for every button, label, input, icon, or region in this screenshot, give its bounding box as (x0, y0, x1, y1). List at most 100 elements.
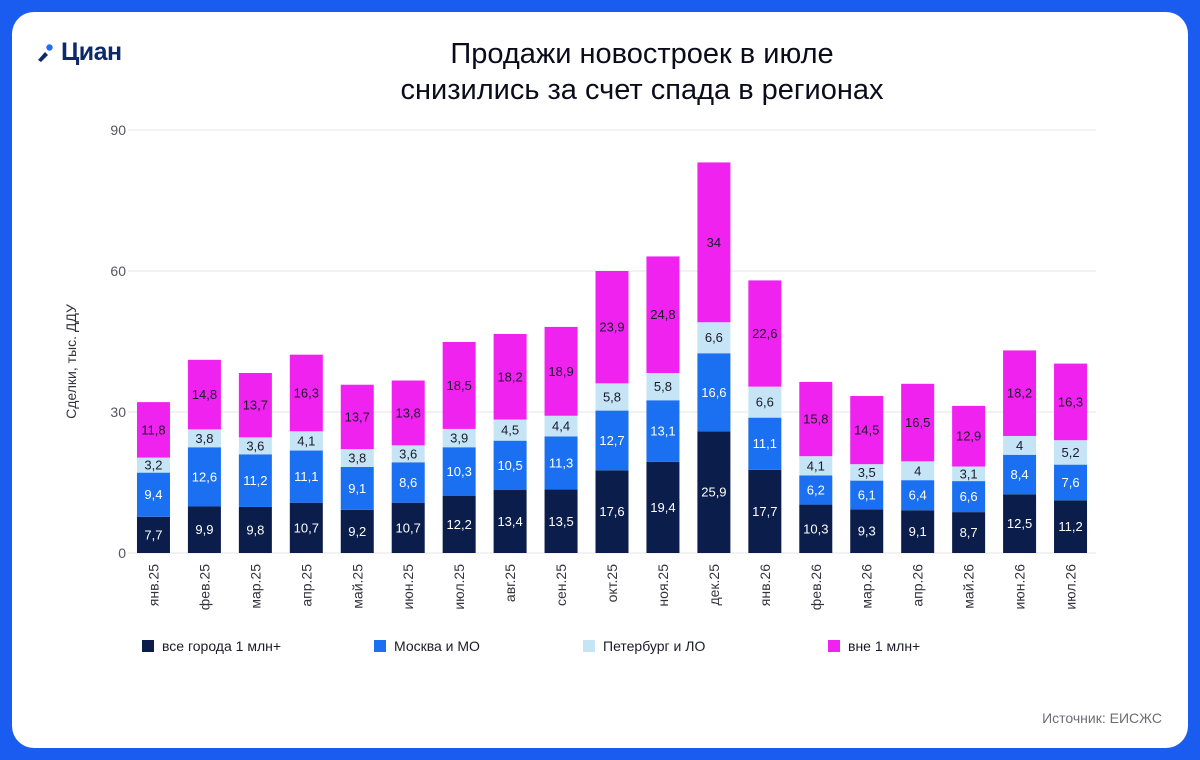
x-tick-label: апр.25 (298, 564, 314, 607)
bar-segment (901, 510, 935, 553)
bar-segment (1054, 363, 1088, 441)
data-label: 5,8 (654, 379, 672, 394)
x-tick-label: июл.25 (451, 564, 467, 610)
data-label: 9,2 (348, 524, 366, 539)
data-label: 6,1 (858, 487, 876, 502)
legend-swatch (828, 640, 840, 652)
bar-segment (340, 449, 374, 467)
data-label: 18,5 (447, 378, 472, 393)
y-tick-label: 90 (110, 122, 126, 138)
legend-item: вне 1 млн+ (828, 638, 920, 654)
legend-item: Москва и МО (374, 638, 480, 654)
bar-segment (493, 333, 527, 420)
data-label: 13,4 (497, 514, 522, 529)
data-label: 3,5 (858, 465, 876, 480)
data-label: 8,6 (399, 475, 417, 490)
data-label: 9,4 (144, 487, 162, 502)
data-label: 18,2 (497, 369, 522, 384)
data-label: 10,3 (803, 521, 828, 536)
bar-segment (442, 428, 476, 448)
bar-segment (1054, 464, 1088, 501)
bar-segment (442, 341, 476, 429)
x-tick-label: май.26 (961, 564, 977, 609)
bar-segment (901, 480, 935, 511)
bar-segment (595, 410, 629, 471)
data-label: 22,6 (752, 326, 777, 341)
bar-segment (391, 502, 425, 553)
data-label: 19,4 (650, 500, 675, 515)
data-label: 10,7 (294, 520, 319, 535)
bar-segment (850, 480, 884, 510)
legend-item: Петербург и ЛО (583, 638, 705, 654)
bar-segment (289, 431, 323, 451)
bar-segment (340, 384, 374, 450)
legend-swatch (142, 640, 154, 652)
data-label: 4,1 (297, 433, 315, 448)
bar-segment (544, 436, 578, 490)
legend-swatch (583, 640, 595, 652)
bar-segment (595, 470, 629, 553)
bar-segment (901, 383, 935, 462)
data-label: 24,8 (650, 307, 675, 322)
brand-name: Циан (61, 38, 122, 66)
bar-segment (238, 437, 272, 455)
bar-segment (1003, 454, 1037, 495)
cian-logo: Циан (36, 38, 122, 67)
x-tick-label: янв.26 (757, 564, 773, 606)
bar-segment (748, 280, 782, 387)
data-label: 11,2 (243, 473, 267, 488)
cian-logo-icon (38, 43, 53, 62)
bar-segment (595, 383, 629, 411)
data-label: 7,7 (144, 527, 162, 542)
bar-segment (697, 431, 731, 553)
data-label: 15,8 (803, 412, 828, 427)
data-label: 4 (1016, 438, 1023, 453)
data-label: 9,8 (246, 522, 264, 537)
data-label: 8,4 (1011, 467, 1029, 482)
data-label: 11,1 (294, 469, 318, 484)
data-label: 6,4 (909, 488, 927, 503)
legend-swatch (374, 640, 386, 652)
x-tick-label: мар.26 (859, 564, 875, 609)
bar-segment (544, 489, 578, 553)
data-label: 6,2 (807, 483, 825, 498)
bar-segment (238, 454, 272, 507)
bar-segment (136, 472, 170, 517)
bar-segment (442, 447, 476, 496)
legend-label: все города 1 млн+ (162, 638, 282, 654)
bar-segment (850, 464, 884, 481)
data-label: 9,1 (348, 481, 366, 496)
bar-segment (187, 506, 221, 553)
bar-segment (493, 490, 527, 553)
bar-segment (646, 400, 680, 462)
bar-segment (952, 466, 986, 482)
bar-segment (799, 504, 833, 553)
data-label: 18,2 (1007, 386, 1032, 401)
bar-segment (391, 445, 425, 463)
bar-segment (1003, 494, 1037, 553)
data-label: 9,1 (909, 524, 927, 539)
data-label: 12,5 (1007, 516, 1032, 531)
x-tick-label: ноя.25 (655, 564, 671, 607)
data-label: 34 (707, 235, 721, 250)
data-label: 6,6 (705, 330, 723, 345)
bar-segment (799, 381, 833, 457)
data-label: 12,6 (192, 469, 217, 484)
data-label: 12,9 (956, 429, 981, 444)
bar-segment (1054, 500, 1088, 553)
bar-segment (187, 359, 221, 430)
data-label: 16,5 (905, 415, 930, 430)
bar-segment (799, 456, 833, 476)
data-label: 14,8 (192, 387, 217, 402)
bar-segment (340, 466, 374, 510)
data-label: 17,6 (599, 504, 624, 519)
data-label: 11,1 (753, 436, 777, 451)
bar-segment (493, 440, 527, 491)
bar-segment (952, 512, 986, 553)
source-note: Источник: ЕИСЖС (1042, 710, 1162, 726)
bar-segment (850, 509, 884, 553)
y-tick-label: 30 (110, 404, 126, 420)
data-label: 11,8 (141, 422, 165, 437)
bar-segment (391, 462, 425, 503)
bar-segment (748, 386, 782, 418)
